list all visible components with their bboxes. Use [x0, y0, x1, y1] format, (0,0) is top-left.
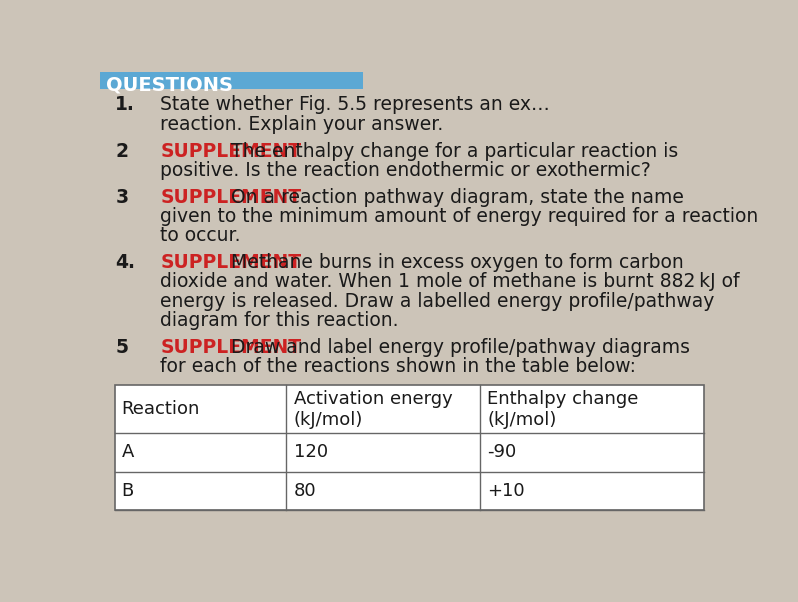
Text: energy is released. Draw a labelled energy profile/pathway: energy is released. Draw a labelled ener… [160, 291, 714, 311]
Text: Reaction: Reaction [121, 400, 200, 418]
Text: 2: 2 [115, 141, 128, 161]
Text: 5: 5 [115, 338, 128, 356]
Text: 120: 120 [294, 443, 328, 461]
Text: reaction. Explain your answer.: reaction. Explain your answer. [160, 114, 444, 134]
Text: 3: 3 [115, 188, 128, 206]
Text: for each of the reactions shown in the table below:: for each of the reactions shown in the t… [160, 357, 636, 376]
Text: Draw and label energy profile/pathway diagrams: Draw and label energy profile/pathway di… [225, 338, 690, 356]
Text: +10: +10 [488, 482, 525, 500]
Text: On a reaction pathway diagram, state the name: On a reaction pathway diagram, state the… [225, 188, 684, 206]
Text: QUESTIONS: QUESTIONS [106, 75, 233, 94]
Text: B: B [121, 482, 134, 500]
Text: 4.: 4. [115, 253, 135, 272]
Text: given to the minimum amount of energy required for a reaction: given to the minimum amount of energy re… [160, 207, 758, 226]
Text: State whether Fig. 5.5 represents an ex…: State whether Fig. 5.5 represents an ex… [160, 95, 550, 114]
Text: A: A [121, 443, 134, 461]
Text: 1.: 1. [115, 95, 135, 114]
Text: dioxide and water. When 1 mole of methane is burnt 882 kJ of: dioxide and water. When 1 mole of methan… [160, 272, 740, 291]
Text: -90: -90 [488, 443, 516, 461]
Bar [115, 385, 705, 510]
Text: SUPPLEMENT: SUPPLEMENT [160, 188, 302, 206]
Text: to occur.: to occur. [160, 226, 241, 245]
Text: The enthalpy change for a particular reaction is: The enthalpy change for a particular rea… [225, 141, 678, 161]
Text: Enthalpy change
(kJ/mol): Enthalpy change (kJ/mol) [488, 390, 638, 429]
Text: SUPPLEMENT: SUPPLEMENT [160, 141, 302, 161]
Text: Methane burns in excess oxygen to form carbon: Methane burns in excess oxygen to form c… [225, 253, 684, 272]
Text: SUPPLEMENT: SUPPLEMENT [160, 338, 302, 356]
Text: 80: 80 [294, 482, 316, 500]
Bar [100, 72, 363, 89]
Text: diagram for this reaction.: diagram for this reaction. [160, 311, 399, 330]
Text: positive. Is the reaction endothermic or exothermic?: positive. Is the reaction endothermic or… [160, 161, 651, 180]
Text: Activation energy
(kJ/mol): Activation energy (kJ/mol) [294, 390, 452, 429]
Text: SUPPLEMENT: SUPPLEMENT [160, 253, 302, 272]
